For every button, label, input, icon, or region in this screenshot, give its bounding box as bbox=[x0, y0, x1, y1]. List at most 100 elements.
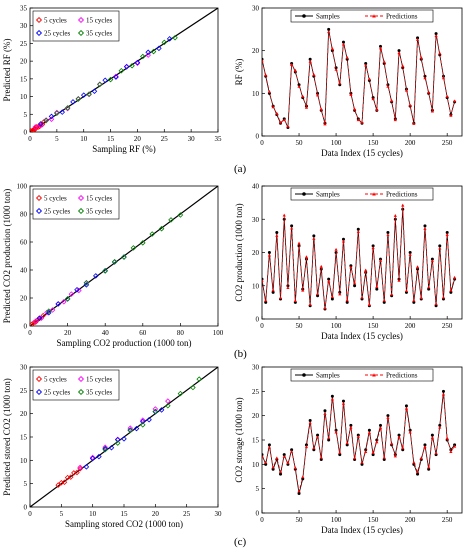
sample-point bbox=[297, 492, 301, 496]
prediction-point bbox=[427, 465, 431, 469]
y-tick-label: 10 bbox=[252, 282, 260, 290]
x-axis-label: Data Index (15 cycles) bbox=[321, 148, 403, 158]
point-25-cycles bbox=[133, 425, 140, 432]
prediction-point bbox=[345, 298, 349, 302]
point-25-cycles bbox=[121, 436, 127, 442]
sample-point bbox=[341, 399, 345, 403]
prediction-point bbox=[401, 64, 405, 68]
y-axis-label: Predicted RF (%) bbox=[2, 39, 12, 102]
point-35-cycles bbox=[149, 231, 155, 237]
prediction-point bbox=[275, 233, 279, 237]
sample-point bbox=[275, 231, 279, 235]
point-35-cycles bbox=[196, 376, 202, 382]
prediction-point bbox=[308, 59, 312, 63]
prediction-point bbox=[286, 124, 290, 128]
y-tick-label: 20 bbox=[20, 58, 28, 66]
legend-label: 25 cycles bbox=[44, 30, 71, 38]
y-tick-label: 25 bbox=[20, 40, 28, 48]
point-25-cycles bbox=[134, 59, 141, 66]
point-25-cycles bbox=[70, 99, 76, 105]
x-tick-label: 150 bbox=[368, 322, 379, 330]
prediction-point bbox=[397, 278, 401, 282]
prediction-point bbox=[262, 279, 264, 283]
data-layer bbox=[262, 389, 457, 496]
x-tick-label: 15 bbox=[121, 510, 129, 518]
point-35-cycles bbox=[172, 34, 178, 41]
y-axis-label: RF (%) bbox=[234, 59, 244, 86]
point-15-cycles bbox=[152, 406, 159, 412]
prediction-point bbox=[445, 94, 449, 98]
sample-point bbox=[430, 433, 434, 437]
prediction-point bbox=[378, 258, 383, 262]
prediction-point bbox=[271, 465, 275, 469]
legend-label: 15 cycles bbox=[86, 376, 113, 384]
point-15-cycles bbox=[76, 287, 82, 294]
prediction-point bbox=[397, 435, 401, 439]
sample-point bbox=[386, 231, 390, 235]
x-tick-label: 80 bbox=[177, 329, 185, 337]
prediction-point bbox=[419, 296, 423, 299]
prediction-point bbox=[423, 226, 427, 230]
prediction-point bbox=[378, 426, 383, 430]
sample-point bbox=[304, 443, 308, 447]
x-axis-label: Sampling CO2 production (1000 ton) bbox=[57, 338, 192, 348]
x-axis-label: Data Index (15 cycles) bbox=[321, 525, 403, 535]
prediction-point bbox=[382, 298, 386, 302]
prediction-point bbox=[315, 435, 320, 439]
point-15-cycles bbox=[102, 444, 108, 451]
x-tick-label: 150 bbox=[368, 516, 379, 524]
y-tick-label: 10 bbox=[20, 93, 28, 101]
point-25-cycles bbox=[91, 88, 98, 95]
prediction-point bbox=[264, 73, 268, 77]
legend-label: 35 cycles bbox=[86, 30, 113, 38]
chart-2: 0 50 100 150 200 250 0 10 20 30 Data Index (15 cyc… bbox=[234, 5, 463, 158]
legend-label: 25 cycles bbox=[44, 389, 71, 397]
panel-label-b: (b) bbox=[234, 348, 247, 360]
chart-5: 0 5 10 15 20 25 30 0 5 10 15 20 25 30 Sampling stored … bbox=[2, 364, 222, 530]
point-5-cycles bbox=[30, 128, 34, 132]
y-tick-label: 25 bbox=[20, 387, 28, 395]
prediction-point bbox=[393, 454, 397, 458]
prediction-point bbox=[312, 72, 316, 76]
prediction-point bbox=[315, 93, 320, 97]
prediction-point bbox=[264, 460, 268, 464]
prediction-point bbox=[430, 259, 434, 263]
sample-point bbox=[330, 297, 334, 301]
point-25-cycles bbox=[113, 74, 119, 80]
point-25-cycles bbox=[114, 437, 121, 443]
x-tick-label: 25 bbox=[161, 135, 169, 143]
x-tick-label: 100 bbox=[331, 139, 342, 147]
prediction-point bbox=[408, 252, 412, 256]
sample-point bbox=[330, 394, 334, 398]
prediction-point bbox=[301, 475, 305, 479]
point-25-cycles bbox=[55, 301, 61, 307]
legend-box bbox=[290, 9, 434, 23]
x-tick-label: 200 bbox=[405, 516, 416, 524]
prediction-point bbox=[349, 265, 353, 269]
point-35-cycles bbox=[83, 280, 90, 286]
prediction-point bbox=[319, 455, 323, 459]
x-axis-label: Data Index (15 cycles) bbox=[321, 331, 403, 341]
y-tick-label: 15 bbox=[252, 437, 260, 445]
x-tick-label: 0 bbox=[260, 322, 264, 330]
point-5-cycles bbox=[67, 474, 74, 480]
point-35-cycles bbox=[86, 91, 92, 97]
prediction-point bbox=[441, 295, 446, 299]
legend-label: 5 cycles bbox=[44, 376, 67, 384]
prediction-point bbox=[441, 76, 446, 80]
prediction-point bbox=[438, 425, 442, 429]
x-tick-label: 10 bbox=[89, 510, 97, 518]
data-layer bbox=[30, 8, 218, 132]
y-tick-label: 0 bbox=[256, 316, 260, 324]
y-axis-label: CO2 production (1000 ton) bbox=[234, 203, 244, 301]
point-25-cycles bbox=[59, 109, 65, 115]
prediction-point bbox=[382, 455, 386, 459]
point-15-cycles bbox=[48, 116, 55, 123]
prediction-point bbox=[304, 445, 309, 449]
legend-label: Predictions bbox=[386, 191, 418, 199]
prediction-point bbox=[415, 470, 420, 473]
prediction-point bbox=[338, 451, 342, 454]
prediction-point bbox=[293, 68, 297, 72]
sample-point bbox=[430, 257, 434, 261]
prediction-point bbox=[282, 118, 286, 122]
